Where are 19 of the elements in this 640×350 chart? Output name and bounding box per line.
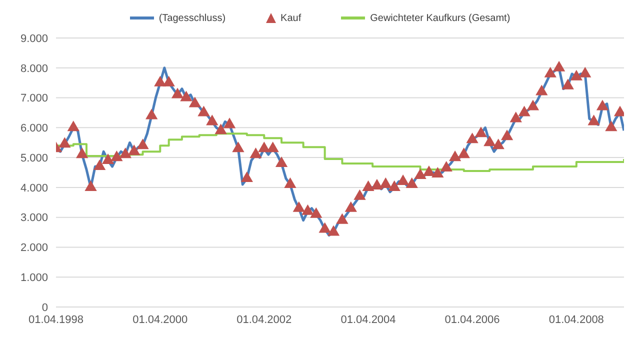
legend-label: (Tagesschluss): [158, 12, 226, 24]
x-tick-label: 01.04.2006: [444, 314, 500, 326]
y-tick-label: 5.000: [20, 152, 48, 164]
y-tick-label: 1.000: [20, 272, 48, 284]
y-tick-label: 2.000: [20, 242, 48, 254]
x-tick-label: 01.04.2008: [548, 314, 604, 326]
y-tick-label: 6.000: [20, 122, 48, 135]
x-tick-label: 01.04.2002: [236, 314, 292, 326]
legend-label: Kauf: [280, 12, 302, 24]
y-tick-label: 8.000: [20, 62, 48, 75]
x-tick-label: 01.04.2000: [132, 314, 188, 326]
x-tick-label: 01.04.2004: [340, 314, 396, 326]
y-tick-label: 7.000: [20, 92, 48, 105]
y-tick-label: 3.000: [20, 212, 48, 224]
legend-label: Gewichteter Kaufkurs (Gesamt): [370, 12, 510, 24]
y-tick-label: 9.000: [20, 32, 48, 45]
y-tick-label: 4.000: [20, 182, 48, 194]
x-tick-label: 01.04.1998: [28, 314, 84, 326]
y-tick-label: 0: [42, 302, 48, 314]
